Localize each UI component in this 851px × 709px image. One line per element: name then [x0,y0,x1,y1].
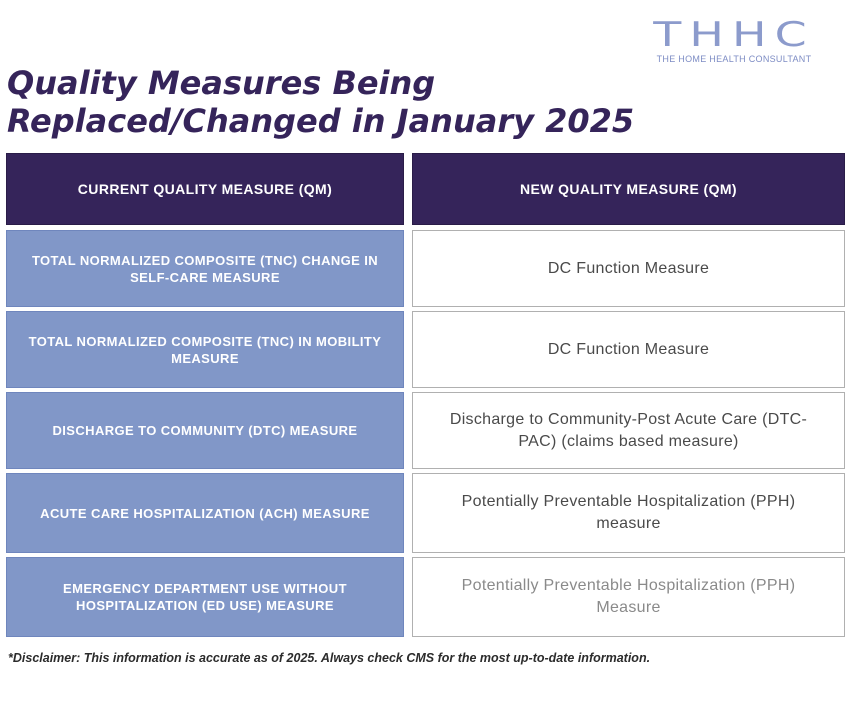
page-title-line-2: Replaced/Changed in January 2025 [7,102,635,140]
new-measure-cell: Discharge to Community-Post Acute Care (… [412,392,845,469]
measures-table: CURRENT QUALITY MEASURE (QM) NEW QUALITY… [6,153,845,641]
disclaimer: *Disclaimer: This information is accurat… [8,651,651,665]
new-measure-cell: Potentially Preventable Hospitalization … [412,473,845,553]
header-current-measure: CURRENT QUALITY MEASURE (QM) [6,153,404,225]
current-measure-cell: ACUTE CARE HOSPITALIZATION (ACH) MEASURE [6,473,404,553]
current-measure-cell: TOTAL NORMALIZED COMPOSITE (TNC) IN MOBI… [6,311,404,388]
logo-mark: THHC [653,15,815,55]
table-header-row: CURRENT QUALITY MEASURE (QM) NEW QUALITY… [6,153,845,225]
page-title: Quality Measures Being Replaced/Changed … [7,64,634,140]
table-row: ACUTE CARE HOSPITALIZATION (ACH) MEASURE… [6,473,845,553]
table-row: DISCHARGE TO COMMUNITY (DTC) MEASURE Dis… [6,392,845,469]
page-title-line-1: Quality Measures Being [7,64,436,102]
header-new-measure: NEW QUALITY MEASURE (QM) [412,153,845,225]
current-measure-cell: TOTAL NORMALIZED COMPOSITE (TNC) CHANGE … [6,230,404,307]
current-measure-cell: DISCHARGE TO COMMUNITY (DTC) MEASURE [6,392,404,469]
table-row: TOTAL NORMALIZED COMPOSITE (TNC) CHANGE … [6,230,845,307]
new-measure-cell: Potentially Preventable Hospitalization … [412,557,845,637]
new-measure-cell: DC Function Measure [412,230,845,307]
new-measure-cell: DC Function Measure [412,311,845,388]
logo: THHC THE HOME HEALTH CONSULTANT [645,18,823,64]
logo-subtitle: THE HOME HEALTH CONSULTANT [656,54,812,64]
current-measure-cell: EMERGENCY DEPARTMENT USE WITHOUT HOSPITA… [6,557,404,637]
table-row: TOTAL NORMALIZED COMPOSITE (TNC) IN MOBI… [6,311,845,388]
table-row: EMERGENCY DEPARTMENT USE WITHOUT HOSPITA… [6,557,845,637]
